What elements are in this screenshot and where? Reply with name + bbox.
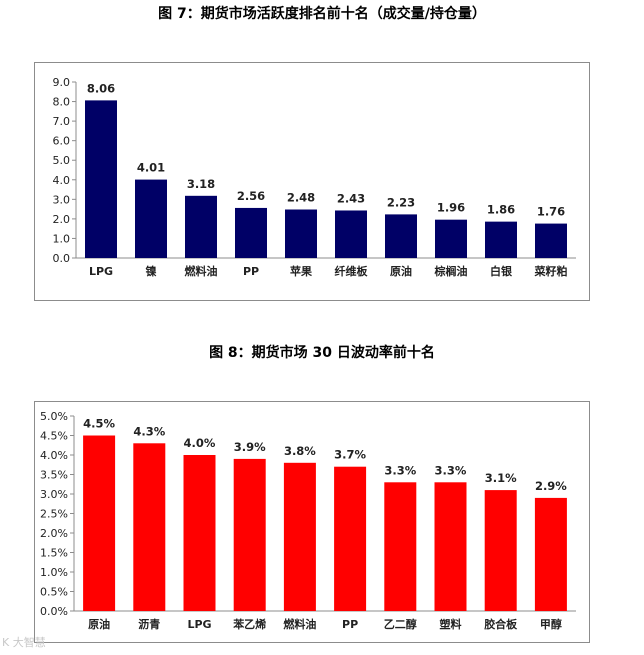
bar xyxy=(435,219,467,258)
data-label: 1.86 xyxy=(487,203,515,217)
data-label: 3.7% xyxy=(334,448,366,462)
data-label: 2.23 xyxy=(387,195,415,209)
bar xyxy=(133,443,166,611)
data-label: 2.48 xyxy=(287,191,315,205)
chart-2-title: 图 8：期货市场 30 日波动率前十名 xyxy=(209,345,435,361)
y-tick-label: 0.0% xyxy=(40,605,68,618)
bar xyxy=(85,100,117,258)
y-tick-label: 2.0 xyxy=(53,213,71,226)
bar xyxy=(183,455,216,611)
y-tick-label: 2.5% xyxy=(40,508,68,521)
data-label: 8.06 xyxy=(87,81,115,95)
bar xyxy=(235,207,267,258)
bar xyxy=(335,210,367,258)
y-tick-label: 6.0 xyxy=(53,135,71,148)
y-tick-label: 4.0 xyxy=(53,174,71,187)
data-label: 2.56 xyxy=(237,189,265,203)
category-label: 甲醇 xyxy=(540,617,562,631)
y-tick-label: 3.0 xyxy=(53,193,71,206)
category-label: 胶合板 xyxy=(484,617,518,631)
category-label: LPG xyxy=(89,265,113,278)
data-label: 3.1% xyxy=(485,471,517,485)
category-label: 棕榈油 xyxy=(434,264,468,278)
category-label: 沥青 xyxy=(138,617,160,631)
category-label: 原油 xyxy=(88,617,110,631)
data-label: 1.76 xyxy=(537,205,565,219)
y-tick-label: 7.0 xyxy=(53,115,71,128)
data-label: 3.8% xyxy=(284,444,316,458)
data-label: 3.3% xyxy=(384,463,416,477)
bar xyxy=(535,223,567,258)
y-tick-label: 1.5% xyxy=(40,547,68,560)
category-label: 乙二醇 xyxy=(384,617,417,631)
category-label: 白银 xyxy=(490,264,513,278)
y-tick-label: 4.0% xyxy=(40,449,68,462)
y-tick-label: 5.0% xyxy=(40,410,68,423)
bar xyxy=(384,482,417,611)
y-tick-label: 8.0 xyxy=(53,96,71,109)
data-label: 3.18 xyxy=(187,177,215,191)
y-tick-label: 4.5% xyxy=(40,430,68,443)
category-label: 菜籽粕 xyxy=(534,264,568,278)
category-label: PP xyxy=(342,618,358,631)
y-tick-label: 0.0 xyxy=(53,252,71,265)
y-tick-label: 2.0% xyxy=(40,527,68,540)
chart-1-frame xyxy=(34,62,590,301)
y-tick-label: 0.5% xyxy=(40,586,68,599)
category-label: 镍 xyxy=(146,264,157,278)
y-tick-label: 1.0% xyxy=(40,566,68,579)
category-label: 纤维板 xyxy=(335,264,369,278)
data-label: 3.9% xyxy=(234,440,266,454)
bar xyxy=(285,209,317,258)
bar xyxy=(185,195,217,258)
data-label: 4.0% xyxy=(184,436,216,450)
y-tick-label: 1.0 xyxy=(53,232,71,245)
y-tick-label: 9.0 xyxy=(53,76,71,89)
bar xyxy=(434,482,467,611)
category-label: 苯乙烯 xyxy=(232,617,266,631)
category-label: 燃料油 xyxy=(282,617,316,631)
category-label: LPG xyxy=(187,618,211,631)
data-label: 3.3% xyxy=(435,463,467,477)
bar xyxy=(385,214,417,258)
watermark: K 大智慧 xyxy=(2,636,46,649)
data-label: 4.5% xyxy=(83,417,115,431)
y-tick-label: 5.0 xyxy=(53,154,71,167)
bar xyxy=(233,458,266,611)
y-tick-label: 3.0% xyxy=(40,488,68,501)
category-label: 原油 xyxy=(390,264,412,278)
bar xyxy=(135,179,167,258)
category-label: 燃料油 xyxy=(184,264,218,278)
data-label: 2.43 xyxy=(337,191,365,205)
category-label: 塑料 xyxy=(440,617,462,631)
bar xyxy=(83,435,116,611)
data-label: 1.96 xyxy=(437,201,465,215)
bar xyxy=(484,490,517,611)
bar xyxy=(334,466,367,611)
data-label: 4.3% xyxy=(133,424,165,438)
data-label: 4.01 xyxy=(137,161,165,175)
category-label: 苹果 xyxy=(290,264,312,278)
data-label: 2.9% xyxy=(535,479,567,493)
chart-1-title: 图 7：期货市场活跃度排名前十名（成交量/持仓量） xyxy=(158,6,486,22)
y-tick-label: 3.5% xyxy=(40,469,68,482)
bar xyxy=(534,497,567,611)
bar xyxy=(485,221,517,258)
category-label: PP xyxy=(243,265,259,278)
bar xyxy=(283,462,316,611)
